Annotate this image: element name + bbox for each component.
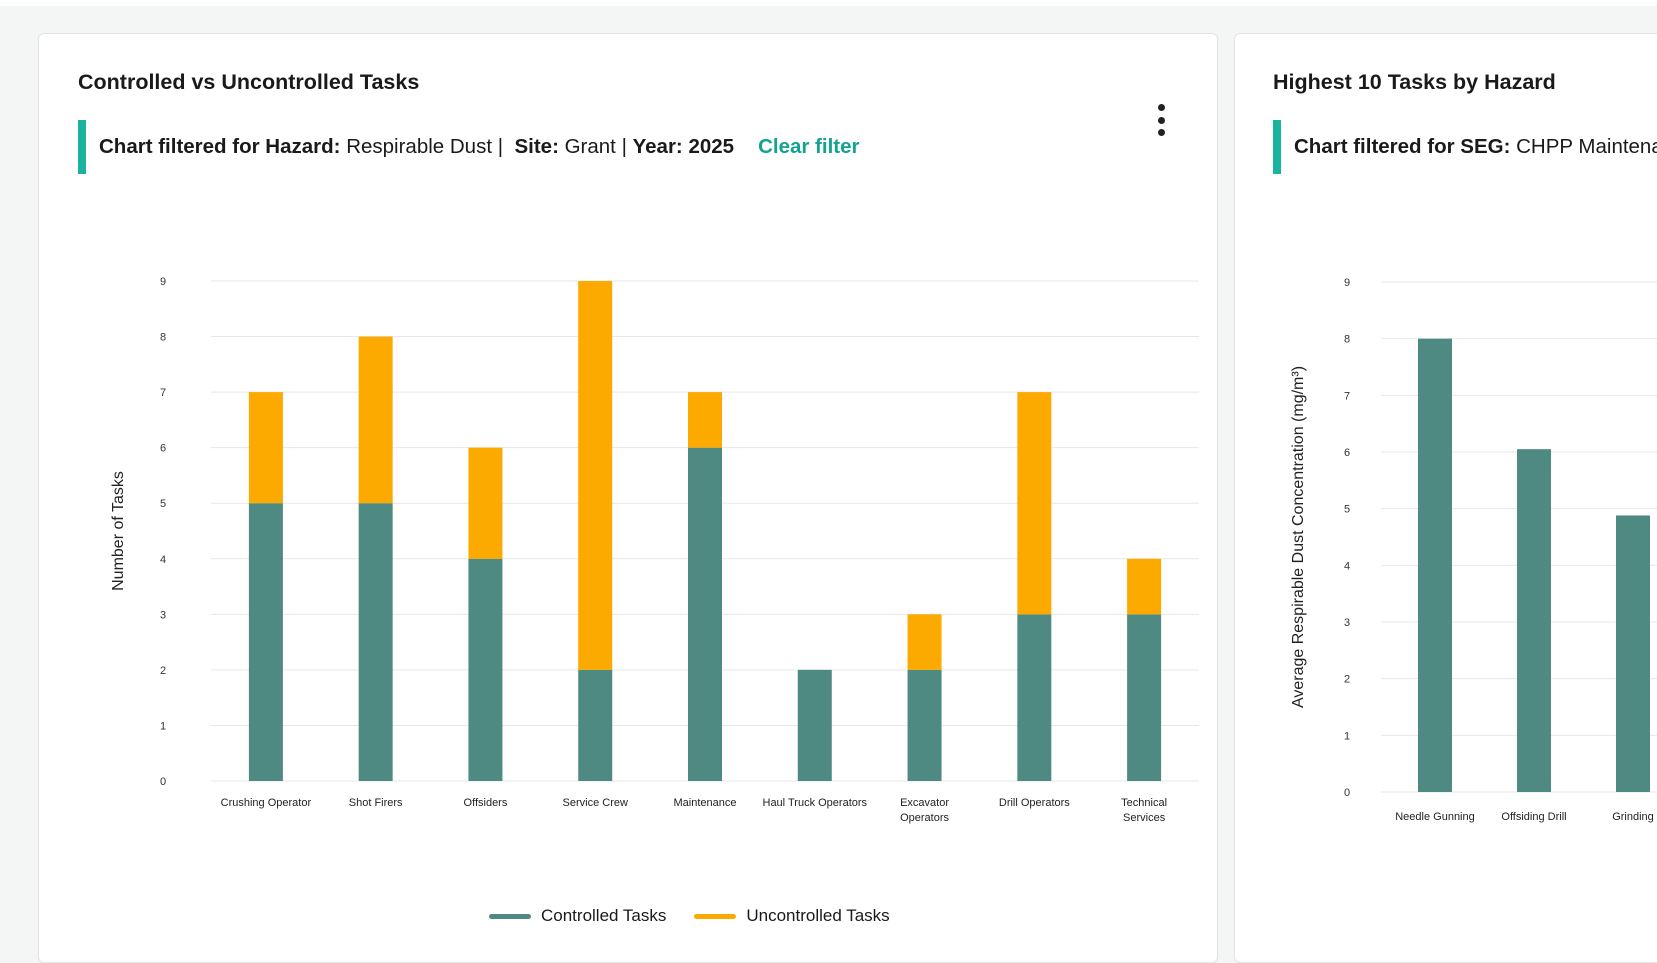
- y-tick-label: 0: [1344, 787, 1350, 799]
- y-tick-label: 5: [160, 498, 166, 510]
- x-tick-label: Shot Firers: [349, 797, 403, 809]
- x-tick-label: Crushing Operator: [221, 797, 312, 809]
- clear-filter-link[interactable]: Clear filter: [758, 135, 860, 158]
- bar-uncontrolled: [358, 336, 393, 504]
- bar-controlled: [907, 669, 942, 781]
- y-tick-label: 8: [160, 332, 166, 344]
- x-tick-label: Technical Services: [1121, 797, 1167, 824]
- controlled-tasks-chart: 0 1 2 3 4 5 6 7 8 9 Crushing Operator Shot Firers Of…: [110, 276, 1199, 824]
- bar-controlled: [1017, 614, 1052, 781]
- chart-legend: Controlled Tasks Uncontrolled Tasks: [489, 906, 918, 926]
- filter-bar: Chart filtered for Hazard: Respirable Du…: [78, 120, 859, 174]
- bar-controlled: [1127, 614, 1162, 781]
- bar-uncontrolled: [468, 447, 503, 559]
- y-axis-title: Number of Tasks: [110, 471, 127, 591]
- year-filter-value: 2025: [688, 135, 735, 158]
- kebab-menu-icon[interactable]: [1153, 104, 1169, 136]
- bar-controlled: [797, 669, 832, 781]
- x-tick-label: Maintenance: [674, 797, 737, 809]
- top-strip: [0, 0, 1657, 6]
- y-axis-title: Average Respirable Dust Concentration (m…: [1290, 366, 1307, 708]
- bar-controlled: [248, 503, 283, 781]
- y-tick-label: 4: [1344, 560, 1350, 572]
- x-tick-label: Excavator Operators: [900, 797, 949, 824]
- card-title: Highest 10 Tasks by Hazard: [1273, 70, 1556, 94]
- seg-filter-value: CHPP Maintena: [1516, 135, 1657, 158]
- y-tick-label: 3: [1344, 617, 1350, 629]
- legend-item-controlled[interactable]: Controlled Tasks: [489, 906, 666, 926]
- bar: [1418, 338, 1452, 792]
- hazard-filter-label: Chart filtered for Hazard:: [99, 135, 341, 158]
- y-tick-label: 2: [1344, 674, 1350, 686]
- y-tick-label: 6: [1344, 447, 1350, 459]
- bar-uncontrolled: [1127, 558, 1162, 615]
- site-filter-value: Grant |: [564, 135, 627, 158]
- bar-uncontrolled: [248, 392, 283, 504]
- legend-label: Controlled Tasks: [541, 906, 667, 925]
- y-tick-label: 4: [160, 554, 166, 566]
- bar-controlled: [578, 669, 613, 781]
- bar-uncontrolled: [907, 614, 942, 670]
- x-tick-label: Haul Truck Operators: [763, 797, 868, 809]
- hazard-filter-value: Respirable Dust |: [346, 135, 504, 158]
- x-tick-label: Offsiding Drill: [1501, 811, 1566, 823]
- y-tick-label: 7: [1344, 390, 1350, 402]
- year-filter-label: Year:: [632, 135, 683, 158]
- x-tick-label: Needle Gunning: [1395, 811, 1475, 823]
- y-tick-label: 9: [1344, 277, 1350, 289]
- y-tick-label: 1: [1344, 730, 1350, 742]
- y-tick-label: 6: [160, 443, 166, 455]
- kebab-dot: [1157, 116, 1165, 124]
- legend-swatch: [489, 913, 531, 919]
- bar-uncontrolled: [578, 281, 613, 670]
- x-tick-label: Service Crew: [563, 797, 628, 809]
- bar-controlled: [468, 558, 503, 781]
- bar-controlled: [688, 447, 722, 781]
- y-tick-label: 9: [160, 276, 166, 288]
- filter-bar: Chart filtered for SEG: CHPP Maintena: [1273, 120, 1657, 174]
- y-tick-label: 1: [160, 720, 166, 732]
- legend-swatch: [694, 913, 737, 919]
- y-tick-label: 0: [160, 776, 166, 788]
- x-tick-label: Drill Operators: [999, 797, 1070, 809]
- highest-tasks-chart: 0 1 2 3 4 5 6 7 8 9 Needle Gunning Offsiding Drill G…: [1290, 277, 1657, 823]
- x-tick-label: Grinding: [1612, 811, 1654, 823]
- bar-controlled: [358, 503, 393, 781]
- site-filter-label: Site:: [514, 135, 559, 158]
- controlled-vs-uncontrolled-card: Controlled vs Uncontrolled Tasks Chart f…: [38, 33, 1218, 963]
- y-tick-label: 3: [160, 609, 166, 621]
- kebab-dot: [1157, 104, 1165, 111]
- y-tick-label: 8: [1344, 334, 1350, 346]
- y-tick-label: 2: [160, 665, 166, 677]
- y-tick-label: 7: [160, 387, 166, 399]
- bar-uncontrolled: [688, 392, 722, 448]
- kebab-dot: [1157, 129, 1165, 136]
- bar: [1517, 449, 1551, 792]
- card-title: Controlled vs Uncontrolled Tasks: [78, 70, 420, 94]
- bar: [1616, 515, 1650, 792]
- bar-uncontrolled: [1017, 392, 1052, 615]
- legend-item-uncontrolled[interactable]: Uncontrolled Tasks: [694, 906, 890, 926]
- y-tick-label: 5: [1344, 504, 1350, 516]
- x-tick-label: Offsiders: [464, 797, 508, 809]
- legend-label: Uncontrolled Tasks: [746, 906, 890, 925]
- seg-filter-label: Chart filtered for SEG:: [1294, 135, 1511, 158]
- highest-tasks-by-hazard-card: Highest 10 Tasks by Hazard Chart filtere…: [1234, 33, 1657, 963]
